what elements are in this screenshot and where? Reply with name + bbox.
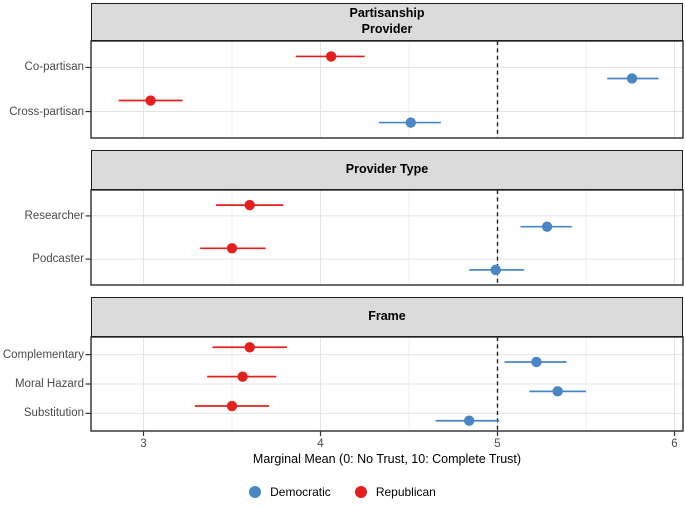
category-label: Complementary — [2, 348, 84, 361]
panel-border — [90, 40, 684, 139]
category-label: Researcher — [24, 209, 84, 222]
point-dot — [237, 371, 248, 382]
legend: Democratic Republican — [0, 483, 685, 501]
category-label: Co-partisan — [24, 61, 84, 74]
panel-title-line: Frame — [368, 309, 406, 324]
point-dot — [626, 73, 638, 84]
point-dot — [226, 243, 238, 254]
panel-border — [90, 189, 684, 286]
point-dot — [541, 221, 553, 232]
point-dot — [405, 117, 416, 128]
legend-label: Republican — [375, 485, 436, 499]
point-dot — [244, 342, 255, 353]
x-axis-tick-label: 6 — [671, 438, 678, 450]
category-label: Substitution — [23, 407, 84, 420]
point-dot — [244, 199, 255, 211]
panel-strip-partisanship-provider: Partisanship Provider — [91, 3, 683, 41]
legend-item-democratic: Democratic — [249, 485, 331, 499]
category-label: Podcaster — [32, 253, 84, 266]
panel-title-line: Provider Type — [345, 162, 429, 177]
legend-item-republican: Republican — [354, 485, 436, 499]
category-label: Cross-partisan — [9, 105, 84, 118]
point-dot — [463, 415, 475, 426]
point-dot — [490, 264, 501, 276]
panel-title-line: Provider — [361, 22, 413, 36]
point-dot — [531, 356, 542, 368]
legend-label: Democratic — [270, 485, 331, 499]
x-axis-title: Marginal Mean (0: No Trust, 10: Complete… — [252, 452, 522, 466]
point-dot — [325, 51, 337, 62]
point-dot — [145, 95, 156, 106]
republican-dot-icon — [354, 486, 367, 498]
point-dot — [226, 400, 238, 412]
panel-border — [90, 336, 684, 432]
x-axis-tick-label: 5 — [494, 438, 501, 450]
category-label: Moral Hazard — [14, 378, 84, 390]
panel-strip-frame: Frame — [91, 297, 683, 337]
democratic-dot-icon — [249, 486, 262, 498]
point-dot — [552, 386, 563, 397]
panel-title-line: Partisanship — [349, 6, 425, 21]
x-axis-tick-label: 4 — [317, 438, 324, 450]
x-axis-tick-label: 3 — [140, 438, 147, 450]
panel-strip-provider-type: Provider Type — [91, 150, 683, 190]
